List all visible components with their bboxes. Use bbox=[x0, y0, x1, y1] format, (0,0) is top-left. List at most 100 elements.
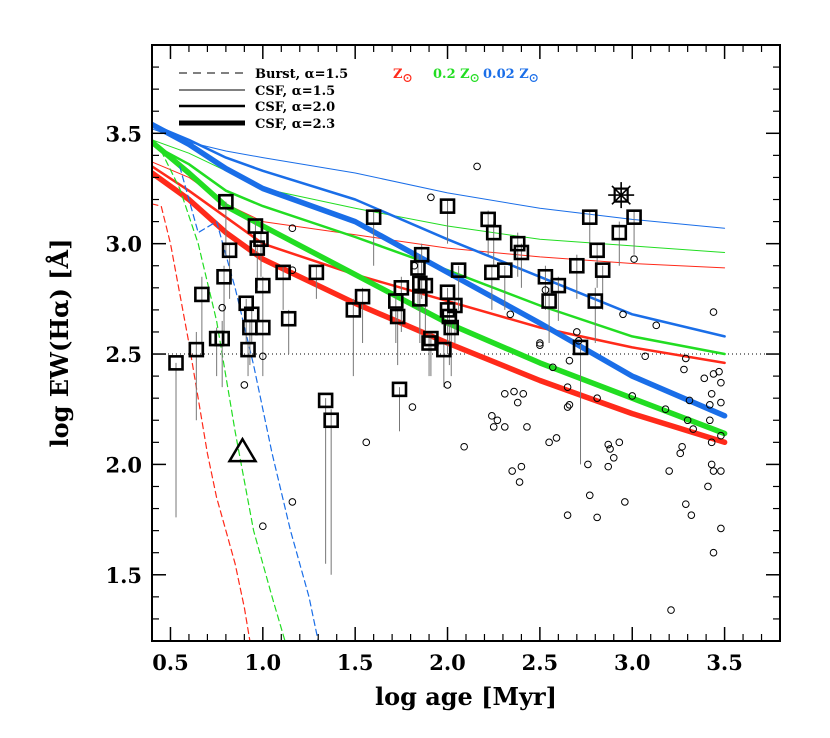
square-point bbox=[391, 381, 408, 398]
solar-symbol-icon bbox=[403, 73, 412, 82]
legend-label-4: CSF, α=2.3 bbox=[255, 117, 335, 132]
circle-point bbox=[706, 416, 714, 425]
circle-point bbox=[680, 365, 688, 374]
legend-metallicity-1: Z bbox=[393, 67, 403, 82]
square-point bbox=[365, 209, 382, 225]
square-point bbox=[354, 288, 371, 305]
circle-point bbox=[259, 352, 267, 361]
circle-point bbox=[493, 416, 502, 425]
solar-symbol-dot-icon bbox=[532, 77, 535, 79]
solar-symbol-dot-icon bbox=[473, 77, 476, 79]
square-point bbox=[611, 224, 628, 241]
square-point bbox=[450, 262, 467, 278]
circle-point bbox=[536, 339, 544, 347]
square-point bbox=[218, 193, 234, 210]
circle-point bbox=[604, 440, 613, 449]
circle-point bbox=[473, 162, 481, 171]
circle-point bbox=[240, 381, 249, 389]
circle-point bbox=[609, 453, 618, 462]
square-point bbox=[194, 286, 210, 303]
burst-alpha-1-5-z002-curve bbox=[179, 165, 319, 641]
x-tick-label: 2.0 bbox=[429, 650, 466, 675]
square-point bbox=[168, 355, 184, 371]
circle-point bbox=[615, 438, 624, 447]
square-point bbox=[485, 224, 502, 241]
square-point bbox=[587, 293, 604, 309]
square-point bbox=[496, 262, 513, 278]
circle-point bbox=[563, 511, 572, 519]
circle-point bbox=[443, 381, 452, 389]
csf-alpha-2-3-z02-curve bbox=[152, 139, 728, 437]
square-point bbox=[413, 246, 430, 263]
square-point bbox=[188, 341, 205, 358]
square-point bbox=[569, 257, 585, 274]
circle-point bbox=[687, 511, 696, 519]
solar-symbol-dot-icon bbox=[406, 77, 409, 79]
circle-point bbox=[606, 445, 614, 453]
circle-point bbox=[685, 396, 694, 405]
square-point bbox=[581, 209, 598, 225]
x-tick-label: 3.5 bbox=[706, 650, 743, 675]
circle-point bbox=[717, 431, 725, 440]
axes-layer: 0.5 1.0 1.5 2.0 2.5 3.0 3.5 1.5 2.0 2.5 3.0 3.5 bbox=[105, 44, 781, 675]
square-point bbox=[280, 310, 297, 327]
square-point bbox=[243, 306, 260, 323]
circle-point bbox=[682, 354, 690, 363]
circle-point bbox=[288, 224, 297, 233]
square-point bbox=[447, 297, 463, 314]
legend-metallicity-3: 0.02 Z bbox=[483, 67, 529, 82]
circle-point bbox=[709, 548, 718, 557]
legend-metallicity-2: 0.2 Z bbox=[433, 67, 470, 82]
x-tick-label: 1.5 bbox=[337, 650, 374, 675]
legend-label-3: CSF, α=2.0 bbox=[255, 100, 335, 115]
square-point bbox=[323, 412, 339, 429]
circle-point bbox=[584, 460, 592, 469]
square-point bbox=[439, 198, 456, 214]
y-tick-label: 2.0 bbox=[105, 452, 142, 477]
circle-point bbox=[563, 383, 572, 391]
y-tick-label: 2.5 bbox=[105, 342, 142, 367]
circle-point bbox=[678, 442, 686, 451]
circle-point bbox=[628, 392, 637, 400]
circle-point bbox=[510, 387, 518, 396]
square-point bbox=[513, 244, 530, 261]
circle-point bbox=[517, 462, 526, 471]
solar-symbol-icon bbox=[529, 73, 538, 82]
csf-alpha-2-3-z002-curve bbox=[152, 121, 728, 419]
square-point bbox=[423, 330, 439, 347]
square-point bbox=[509, 235, 526, 252]
circle-point bbox=[552, 434, 561, 442]
circle-point bbox=[565, 401, 574, 409]
square-points-layer bbox=[168, 193, 642, 429]
csf-alpha-2-z02-curve bbox=[152, 143, 726, 356]
circle-point bbox=[218, 303, 226, 312]
y-axis-label: log EW(Hα) [Å] bbox=[45, 238, 74, 447]
circle-point bbox=[573, 328, 581, 336]
square-point bbox=[249, 240, 266, 256]
circle-point bbox=[523, 423, 531, 431]
circle-point bbox=[709, 467, 718, 475]
square-point bbox=[317, 392, 334, 409]
square-point bbox=[550, 277, 567, 294]
circle-point bbox=[489, 423, 498, 431]
circle-point bbox=[288, 498, 297, 506]
square-point bbox=[240, 341, 256, 358]
square-point bbox=[626, 209, 642, 225]
square-point bbox=[221, 242, 238, 259]
legend-label-1: Burst, α=1.5 bbox=[255, 67, 348, 82]
circle-point bbox=[488, 412, 496, 420]
legend-label-2: CSF, α=1.5 bbox=[255, 84, 335, 99]
square-point bbox=[255, 277, 271, 294]
circle-point bbox=[682, 500, 690, 508]
circle-point bbox=[500, 423, 509, 431]
circle-point bbox=[665, 467, 673, 475]
model-curves-layer bbox=[152, 121, 728, 641]
circle-point bbox=[676, 449, 685, 458]
square-point bbox=[393, 280, 410, 296]
circle-point bbox=[683, 416, 692, 425]
square-point bbox=[594, 262, 611, 278]
circle-point bbox=[717, 524, 725, 533]
circle-point bbox=[593, 394, 601, 402]
circle-point bbox=[362, 438, 371, 447]
